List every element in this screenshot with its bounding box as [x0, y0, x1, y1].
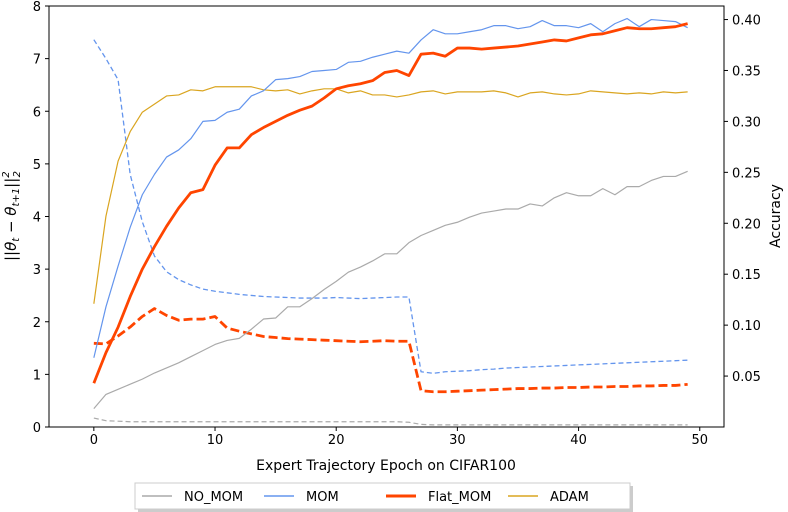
legend-label-adam: ADAM	[550, 490, 589, 505]
norm-line-flat-mom	[93, 307, 688, 394]
x-tick-label: 10	[207, 433, 224, 448]
x-tick-label: 0	[90, 433, 98, 448]
y-right-tick-label: 0.35	[732, 64, 761, 79]
legend-items: NO_MOM MOM Flat_MOM ADAM	[142, 490, 589, 505]
y-left-tick-label: 3	[33, 263, 41, 278]
norm-line-no-mom	[93, 417, 688, 426]
y-right-tick-label: 0.15	[732, 268, 761, 283]
legend-label-no-mom: NO_MOM	[184, 490, 243, 505]
norm-line-mom	[93, 39, 688, 374]
y-left-tick-label: 7	[33, 53, 41, 68]
legend-box	[134, 482, 631, 510]
plot-frame	[48, 5, 725, 428]
y-right-tick-label: 0.05	[732, 370, 761, 385]
y-left-tick-label: 0	[33, 421, 41, 436]
y-left-tick-label: 6	[33, 105, 41, 120]
x-axis-label: Expert Trajectory Epoch on CIFAR100	[256, 458, 516, 474]
svg-text:||θt − θt+1||22: ||θt − θt+1||22	[1, 171, 23, 261]
x-tick-label: 20	[328, 433, 345, 448]
y-axis-right-label: Accuracy	[768, 184, 784, 248]
y-left-tick-label: 4	[33, 211, 41, 226]
x-tick-label: 30	[449, 433, 466, 448]
accuracy-line-mom	[93, 17, 688, 358]
y-left-tick-label: 2	[33, 316, 41, 331]
y-right-tick-label: 0.20	[732, 217, 761, 232]
y-left-tick-label: 8	[33, 0, 41, 15]
y-right-tick-label: 0.30	[732, 115, 761, 130]
accuracy-line-adam	[93, 86, 688, 304]
axes: 0 10 20 30 40 50 0 1 2 3 4 5 6 7 8 0.05 0.10 0.15 0.20 0.25…	[33, 0, 761, 448]
legend-label-mom: MOM	[306, 490, 339, 505]
y-axis-left-label: ||θt − θt+1||22	[1, 171, 23, 261]
y-left-tick-label: 1	[33, 368, 41, 383]
x-tick-label: 50	[691, 433, 708, 448]
legend: NO_MOM MOM Flat_MOM ADAM	[134, 482, 633, 512]
y-left-tick-label: 5	[33, 158, 41, 173]
accuracy-line-no-mom	[93, 170, 688, 410]
legend-label-flat-mom: Flat_MOM	[428, 490, 491, 505]
y-right-tick-label: 0.10	[732, 319, 761, 334]
x-tick-label: 40	[570, 433, 587, 448]
y-right-tick-label: 0.40	[732, 14, 761, 29]
accuracy-line-flat-mom	[92, 22, 688, 384]
y-right-tick-label: 0.25	[732, 166, 761, 181]
plot-lines	[92, 17, 688, 426]
